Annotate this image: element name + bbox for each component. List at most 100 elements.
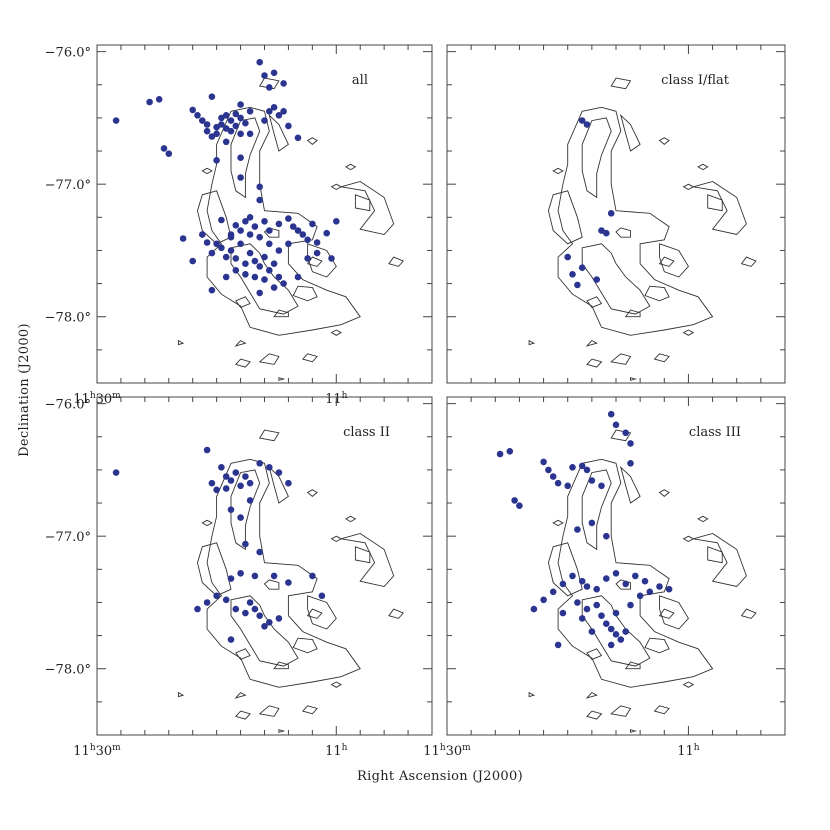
contour-line (653, 705, 670, 715)
contour-line (177, 339, 185, 346)
panel-label: all (352, 73, 368, 88)
data-point (222, 273, 230, 281)
data-point (227, 477, 235, 484)
data-point (242, 218, 249, 225)
data-point (199, 231, 206, 238)
data-point (246, 108, 254, 115)
data-point (261, 276, 268, 283)
data-point (530, 605, 538, 613)
contour-line (682, 183, 695, 191)
panel-label: class III (689, 425, 741, 440)
data-point (540, 596, 547, 604)
y-tick-label: −77.0° (45, 530, 91, 545)
y-tick-label: −76.0° (45, 46, 91, 61)
contour-line (258, 705, 280, 717)
contour-line (306, 489, 318, 497)
data-point (227, 233, 235, 241)
data-point (318, 592, 326, 600)
data-point (237, 482, 244, 490)
contour-line (740, 608, 757, 619)
data-point (261, 218, 268, 225)
data-point (237, 240, 244, 248)
contour-line (292, 285, 318, 302)
data-point (588, 519, 596, 527)
data-point (569, 464, 576, 471)
data-point (227, 127, 235, 135)
contour-line (278, 377, 286, 381)
data-point (559, 580, 567, 588)
data-point (232, 605, 240, 613)
data-point (208, 249, 216, 257)
contour-line (586, 710, 603, 720)
data-point (545, 466, 552, 474)
y-tick-label: −78.0° (45, 311, 91, 326)
data-point (227, 247, 235, 254)
contour-line (330, 329, 343, 336)
contour-line (682, 681, 695, 688)
data-point (112, 469, 120, 476)
data-point (266, 227, 273, 234)
data-point (607, 641, 615, 649)
panel-all: all−76.0°−77.0°−78.0°11h30m 11h (45, 44, 433, 407)
data-point (285, 215, 292, 222)
data-point (285, 240, 292, 248)
data-point (227, 575, 235, 582)
data-point (313, 239, 321, 246)
panel-class-iii: class III 11h30m 11h (423, 396, 786, 759)
data-point (256, 612, 264, 619)
contour-line (306, 256, 323, 267)
data-point (304, 236, 311, 244)
data-point (270, 260, 278, 268)
data-point (549, 588, 557, 596)
x-tick-label: 11h (677, 743, 700, 759)
contour-line (258, 429, 280, 442)
contour-line (658, 489, 670, 497)
data-point (294, 227, 302, 234)
data-point (203, 446, 211, 454)
panel-frame (446, 396, 786, 736)
contour-line (234, 340, 247, 347)
data-point (496, 450, 504, 458)
data-point (333, 218, 340, 225)
contour-line (273, 661, 289, 670)
data-point (275, 273, 283, 281)
panel-class-i-flat: class I/flat (446, 44, 786, 384)
panel-label: class II (343, 425, 390, 440)
data-point (222, 473, 230, 480)
data-point (256, 196, 264, 204)
contour-line (552, 167, 564, 175)
contour-line (610, 705, 632, 717)
data-point (242, 540, 249, 548)
data-point (256, 460, 264, 467)
contour-line (301, 705, 318, 715)
data-point (213, 130, 220, 138)
contour-line (610, 77, 632, 90)
contour-line (344, 515, 357, 523)
data-point (242, 609, 249, 617)
data-point (237, 227, 244, 234)
data-point (218, 121, 225, 128)
data-point (665, 585, 673, 593)
data-point (578, 577, 586, 585)
data-point (280, 108, 287, 115)
data-point (208, 93, 216, 100)
data-point (275, 247, 283, 254)
contour-line (585, 340, 598, 347)
data-point (194, 605, 201, 613)
data-point (218, 464, 225, 471)
contour-line (697, 515, 709, 523)
data-point (165, 150, 173, 157)
x-axis-title: Right Ascension (J2000) (357, 769, 523, 784)
data-point (232, 255, 240, 262)
contour-line (658, 137, 670, 145)
data-point (227, 117, 235, 124)
data-point (242, 260, 249, 268)
data-point (237, 174, 244, 181)
x-tick-label: 11h30m (423, 743, 471, 759)
contour-line (630, 729, 638, 733)
panel-frame (96, 44, 433, 384)
data-point (246, 479, 254, 487)
data-point (261, 623, 268, 630)
data-point (564, 253, 571, 261)
contour-line (615, 227, 631, 238)
